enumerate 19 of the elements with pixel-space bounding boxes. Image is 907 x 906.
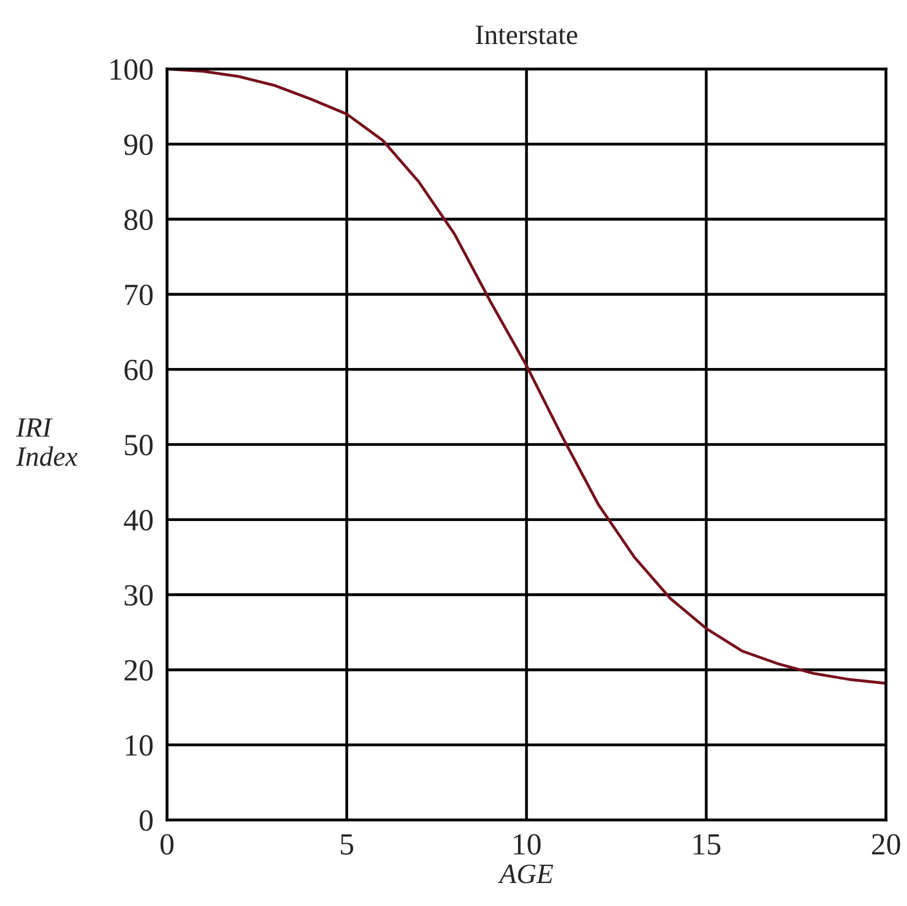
x-tick-label: 5 bbox=[340, 834, 354, 855]
y-tick-label: 0 bbox=[140, 810, 153, 831]
y-axis-title: IRI Index bbox=[16, 418, 78, 466]
y-tick-label: 20 bbox=[124, 660, 153, 681]
x-tick-label: 0 bbox=[160, 834, 174, 855]
y-tick-label: 50 bbox=[125, 434, 153, 456]
chart-title: Interstate bbox=[476, 26, 578, 44]
y-tick-label: 70 bbox=[125, 284, 153, 306]
y-tick-label: 80 bbox=[124, 209, 153, 230]
y-tick-label: 60 bbox=[124, 360, 153, 380]
y-tick-label: 10 bbox=[126, 735, 153, 756]
x-tick-label: 15 bbox=[694, 834, 720, 855]
y-tick-label: 30 bbox=[124, 584, 153, 606]
y-tick-label: 90 bbox=[124, 134, 153, 155]
x-axis-title: AGE bbox=[498, 864, 554, 884]
x-tick-label: 10 bbox=[514, 834, 541, 855]
y-tick-label: 40 bbox=[124, 510, 153, 530]
x-tick-label: 20 bbox=[872, 834, 900, 855]
y-tick-label: 100 bbox=[110, 59, 153, 80]
